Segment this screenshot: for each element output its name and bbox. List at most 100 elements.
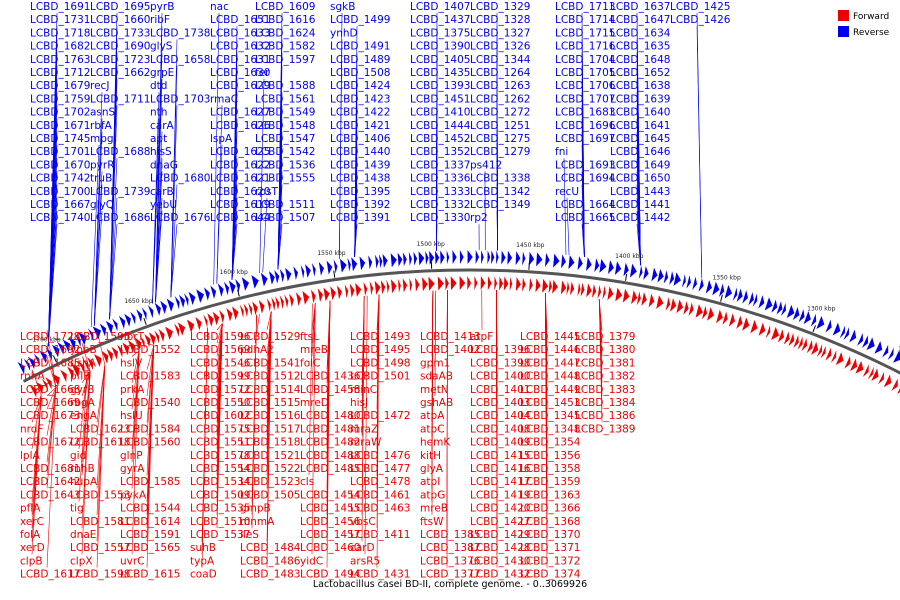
leader-line [96,364,106,436]
leader-line [434,290,437,397]
forward-gene-label: LCBD_1614 [120,516,181,528]
reverse-gene [224,281,230,296]
reverse-gene [57,342,65,355]
forward-gene [317,288,323,303]
forward-gene [226,307,233,322]
reverse-gene [643,266,649,280]
reverse-gene [764,297,773,311]
forward-gene-label: LCBD_1363 [520,489,580,501]
forward-gene-label: LCBD_1371 [520,542,580,554]
leader-line [93,210,103,326]
leader-line [131,350,140,410]
forward-gene [683,301,689,315]
reverse-gene-label: LCBD_1701 [30,146,90,158]
reverse-gene [251,274,259,289]
reverse-gene-label: fni [555,146,568,158]
forward-gene-label: LCBD_1449 [520,384,580,396]
forward-gene-label: LCBD_1448 [520,371,580,383]
forward-gene-label: lplA [20,450,40,462]
leader-line [46,356,57,388]
forward-gene-label: LCBD_1431 [350,569,410,581]
reverse-gene [748,292,754,306]
forward-gene-label: mreD [300,397,329,409]
forward-gene-label: carD [350,542,375,554]
reverse-gene [305,264,311,278]
forward-gene [195,316,202,331]
forward-gene-label: LCBD_1501 [350,371,410,383]
reverse-gene [487,250,491,265]
forward-gene-label: LCBD_1366 [520,503,581,515]
tick-label: 1650 kbp [124,298,152,305]
reverse-gene-label: LCBD_1739 [90,186,150,198]
forward-gene [186,319,195,333]
reverse-gene [105,320,114,334]
forward-gene-label: hslU [120,410,143,422]
reverse-gene-label: LCBD_1682 [30,41,90,53]
forward-gene [641,292,647,306]
reverse-gene [544,252,550,267]
reverse-gene-label: LCBD_1667 [30,199,90,211]
reverse-gene-label: dtd [150,80,167,92]
forward-gene-label: LCBD_1368 [520,516,580,528]
forward-gene [154,330,160,344]
forward-gene-label: uvrC [120,555,145,567]
leader-line [216,323,223,344]
reverse-gene-label: LCBD_1620 [210,186,270,198]
reverse-gene-label: rpsT [255,186,278,198]
reverse-gene [825,319,832,333]
reverse-gene [141,307,147,321]
reverse-gene-label: LCBD_1508 [330,67,390,79]
forward-gene-label: LCBD_1554 [190,463,251,475]
forward-gene-label: LCBD_1420 [470,503,530,515]
forward-gene-label: prkA [120,384,145,396]
forward-gene-label: LCBD_1379 [575,331,635,343]
forward-gene [78,360,85,374]
reverse-gene [608,260,614,275]
forward-gene-label: cls [300,476,314,488]
reverse-gene-label: LCBD_1646 [610,146,671,158]
reverse-gene-label: LCBD_1658 [150,54,210,66]
forward-gene-label: LCBD_1432 [470,569,530,581]
forward-gene-label: rbgA [70,397,96,409]
reverse-gene [712,281,720,296]
reverse-gene [786,304,795,318]
reverse-gene [843,327,849,340]
reverse-gene [274,269,280,284]
forward-gene [849,358,858,372]
forward-gene-label: LCBD_1488 [300,450,360,462]
reverse-gene-label: LCBD_1697 [555,133,615,145]
leader-line [90,144,100,328]
reverse-gene-label: mpg [90,133,114,145]
forward-gene-label: LCBD_1523 [240,476,300,488]
reverse-gene [235,278,241,293]
leader-line [170,224,178,298]
forward-gene [106,348,113,362]
leader-line [170,184,178,298]
forward-gene-label: LCBD_1428 [470,542,530,554]
reverse-gene-label: LCBD_1745 [30,133,90,145]
reverse-gene-label: LCBD_1640 [610,107,670,119]
reverse-gene [418,251,425,266]
reverse-gene [780,302,786,316]
reverse-gene-label: ribF [150,14,170,26]
forward-strand-genes [29,276,900,398]
forward-gene-label: mnmA [240,516,275,528]
reverse-gene-label: LCBD_1424 [330,80,391,92]
reverse-gene [623,262,629,277]
forward-gene-label: LCBD_1668 [20,384,80,396]
reverse-gene-label: LCBD_1451 [410,93,470,105]
reverse-gene [686,275,691,289]
reverse-gene-label: LCBD_1440 [330,146,390,158]
reverse-gene [183,293,189,307]
reverse-gene-label: LCBD_1422 [330,107,390,119]
forward-gene-label: LCBD_1374 [520,569,581,581]
forward-gene-label: pdhA2 [240,344,274,356]
reverse-gene [260,272,268,287]
leader-line [81,343,91,372]
reverse-gene-label: rbfA [90,120,113,132]
reverse-gene-label: LCBD_1626 [210,120,271,132]
reverse-gene [17,361,25,375]
reverse-gene-label: LCBD_1499 [330,14,390,26]
reverse-gene [718,283,725,297]
forward-gene-label: sdaAB [420,371,453,383]
